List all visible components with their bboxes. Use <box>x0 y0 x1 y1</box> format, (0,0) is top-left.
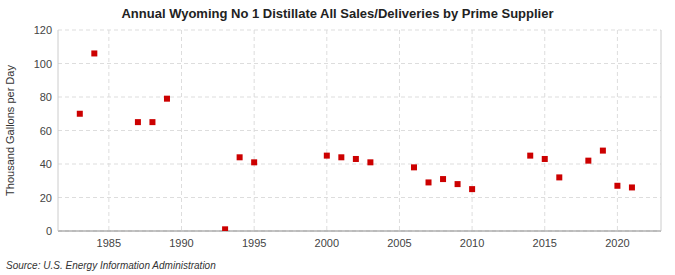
point <box>135 119 141 125</box>
grid-line-x <box>472 30 473 231</box>
y-tick-label: 40 <box>40 158 52 170</box>
y-tick-label: 60 <box>40 125 52 137</box>
chart-container: Annual Wyoming No 1 Distillate All Sales… <box>0 0 675 275</box>
point <box>614 183 620 189</box>
point <box>556 174 562 180</box>
x-tick-label: 2000 <box>315 237 339 249</box>
grid-line-y <box>58 130 661 131</box>
grid-line-x <box>617 30 618 231</box>
marks <box>77 50 635 231</box>
point <box>600 148 606 154</box>
y-tick-label: 20 <box>40 192 52 204</box>
grid-line-y <box>58 164 661 165</box>
x-tick-label: 2015 <box>533 237 557 249</box>
point <box>455 181 461 187</box>
point <box>164 96 170 102</box>
point <box>91 50 97 56</box>
point <box>440 176 446 182</box>
grid-line-y <box>58 30 661 31</box>
grid-line-y <box>58 197 661 198</box>
point <box>77 111 83 117</box>
x-tick-label: 1990 <box>169 237 193 249</box>
point <box>411 164 417 170</box>
x-tick-label: 2020 <box>605 237 629 249</box>
x-tick-label: 1995 <box>242 237 266 249</box>
point <box>338 154 344 160</box>
point <box>542 156 548 162</box>
x-tick-label: 2010 <box>460 237 484 249</box>
chart: Annual Wyoming No 1 Distillate All Sales… <box>0 0 675 275</box>
point <box>237 154 243 160</box>
point <box>527 153 533 159</box>
point <box>426 179 432 185</box>
x-tick-label: 2005 <box>387 237 411 249</box>
title: Annual Wyoming No 1 Distillate All Sales… <box>121 6 553 21</box>
point <box>469 186 475 192</box>
point <box>629 184 635 190</box>
grid-line-x <box>544 30 545 231</box>
grid-line-x <box>254 30 255 231</box>
grid-line-y <box>58 97 661 98</box>
x-tick-label: 1985 <box>97 237 121 249</box>
point <box>222 226 228 231</box>
point <box>585 158 591 164</box>
y-axis-line <box>58 30 59 231</box>
y-tick-label: 120 <box>34 24 52 36</box>
point <box>149 119 155 125</box>
grid-line-x <box>399 30 400 231</box>
background <box>0 0 675 275</box>
point <box>353 156 359 162</box>
grid-line-x <box>181 30 182 231</box>
grid-line-x <box>326 30 327 231</box>
y-tick-label: 100 <box>34 58 52 70</box>
grid <box>58 30 661 231</box>
point <box>367 159 373 165</box>
plot-frame-right <box>661 30 662 231</box>
y-tick-label: 80 <box>40 91 52 103</box>
point <box>324 153 330 159</box>
axes: 0 20 40 60 80 100 120 1985 1990 1995 2000 2005 2010 2… <box>34 24 661 249</box>
grid-line-x <box>108 30 109 231</box>
grid-line-y <box>58 63 661 64</box>
y-axis-label: Thousand Gallons per Day <box>4 65 16 196</box>
point <box>251 159 257 165</box>
grid-line-y <box>58 231 661 232</box>
x-axis-line <box>58 231 661 232</box>
y-tick-label: 0 <box>46 225 52 237</box>
annotation: Source: U.S. Energy Information Administ… <box>6 260 216 271</box>
